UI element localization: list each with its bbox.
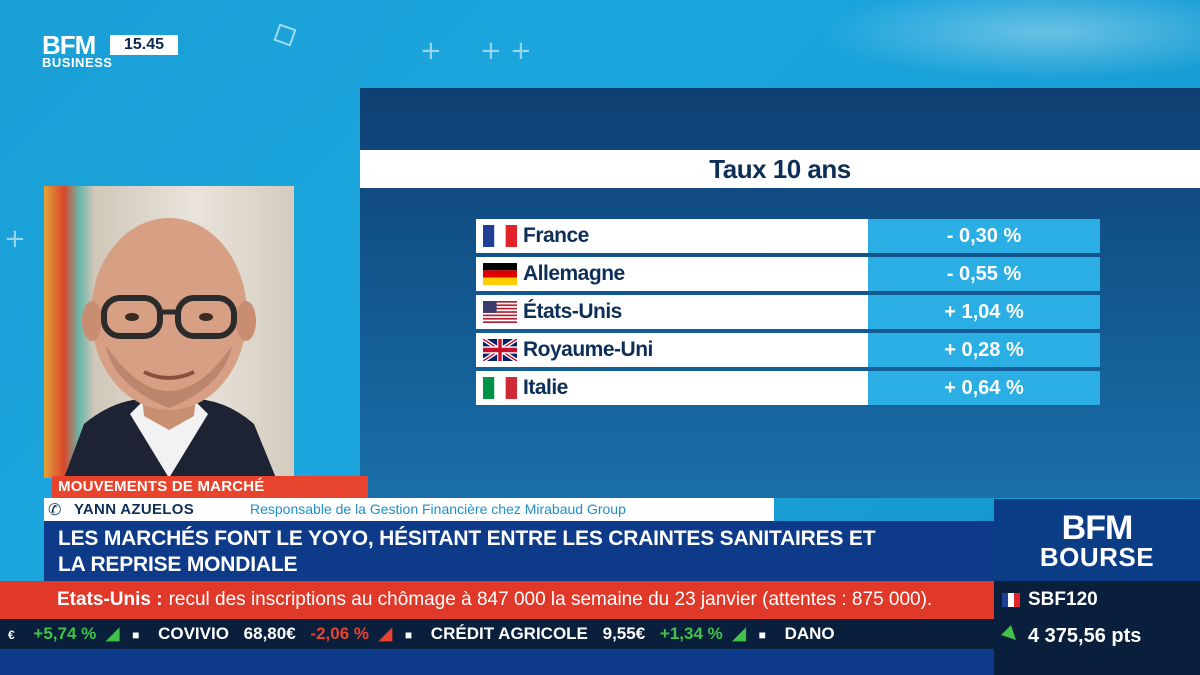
stock-change: +5,74 % <box>33 624 97 643</box>
plus-decoration: + <box>420 36 442 66</box>
stock-name: CRÉDIT AGRICOLE <box>430 624 588 643</box>
arrow-up-icon <box>1001 625 1021 645</box>
news-ticker-text: recul des inscriptions au chômage à 847 … <box>168 589 933 610</box>
rate-row-italie: Italie + 0,64 % <box>476 371 1100 405</box>
rate-country-cell: Allemagne <box>476 257 868 291</box>
world-map-decoration <box>820 0 1200 80</box>
guest-name: YANN AZUELOS <box>74 501 195 518</box>
news-ticker-key: Etats-Unis : <box>57 589 163 610</box>
plus-decoration: + <box>480 36 502 66</box>
phone-icon: ✆ <box>48 500 62 519</box>
guest-photo-illustration <box>64 218 276 478</box>
guest-portrait <box>44 186 294 478</box>
rates-panel-title: Taux 10 ans <box>709 154 851 184</box>
ticker-separator-icon: ■ <box>132 628 140 642</box>
ticker-separator-icon: ■ <box>404 628 413 642</box>
broadcast-clock: 15.45 <box>110 35 178 55</box>
index-value: 4 375,56 pts <box>1028 625 1142 647</box>
rate-country-cell: France <box>476 219 868 253</box>
rate-value: + 0,64 % <box>868 371 1100 405</box>
rate-value: - 0,30 % <box>868 219 1100 253</box>
rate-country-cell: Italie <box>476 371 868 405</box>
arrow-down-icon: ◢ <box>379 624 393 643</box>
plus-decoration: + <box>510 36 532 66</box>
rate-value: + 1,04 % <box>868 295 1100 329</box>
index-box: SBF120 4 375,56 pts <box>994 581 1200 675</box>
rate-value: - 0,55 % <box>868 257 1100 291</box>
headline-line-1: LES MARCHÉS FONT LE YOYO, HÉSITANT ENTRE… <box>58 527 876 550</box>
rate-country-name: France <box>523 224 589 247</box>
uk-flag-icon <box>483 339 517 361</box>
stock-name: COVIVIO <box>158 624 229 643</box>
arrow-up-icon: ◢ <box>732 624 746 643</box>
us-flag-icon <box>483 301 517 323</box>
headline: LES MARCHÉS FONT LE YOYO, HÉSITANT ENTRE… <box>44 521 994 581</box>
stock-price: 9,55€ <box>602 624 646 643</box>
rates-table: France - 0,30 % Allemagne - 0,55 % <box>476 219 1100 409</box>
rate-country-cell: États-Unis <box>476 295 868 329</box>
rate-country-name: Allemagne <box>523 262 625 285</box>
rate-row-allemagne: Allemagne - 0,55 % <box>476 257 1100 291</box>
rates-panel-header: Taux 10 ans <box>360 150 1200 188</box>
rate-row-france: France - 0,30 % <box>476 219 1100 253</box>
rate-row-etats-unis: États-Unis + 1,04 % <box>476 295 1100 329</box>
de-flag-icon <box>483 263 517 285</box>
news-ticker: Etats-Unis : recul des inscriptions au ch… <box>0 581 994 619</box>
ticker-separator-icon: ■ <box>758 628 766 642</box>
guest-name-bar: ✆ YANN AZUELOS Responsable de la Gestion… <box>44 498 774 521</box>
bfm-business-logo: BFM BUSINESS <box>42 30 113 70</box>
ticker-separator-icon: € <box>8 628 15 642</box>
it-flag-icon <box>483 377 517 399</box>
square-decoration <box>273 23 297 47</box>
guest-role: Responsable de la Gestion Financière che… <box>250 501 626 517</box>
plus-decoration: + <box>4 224 26 254</box>
bourse-logo-label: BOURSE <box>1039 542 1155 572</box>
rate-country-name: États-Unis <box>523 300 622 323</box>
rate-country-name: Italie <box>523 376 568 399</box>
stock-change: +1,34 % <box>659 624 723 643</box>
bourse-logo-top: BFM <box>1061 509 1134 547</box>
logo-bfm-text: BFM <box>42 30 96 60</box>
fr-flag-icon <box>483 225 517 247</box>
rate-country-name: Royaume-Uni <box>523 338 653 361</box>
bfm-bourse-logo: BFM BOURSE <box>994 499 1200 581</box>
stock-ticker: € +5,74 % ◢ ■ COVIVIO 68,80€ -2,06 % ◢ ■ C… <box>0 619 994 649</box>
rate-row-royaume-uni: Royaume-Uni + 0,28 % <box>476 333 1100 367</box>
index-name: SBF120 <box>1028 589 1098 610</box>
bottom-strip <box>0 649 994 675</box>
stock-name: DANO <box>784 624 835 643</box>
logo-business-text: BUSINESS <box>42 55 113 70</box>
fr-flag-icon <box>1002 593 1020 607</box>
headline-line-2: LA REPRISE MONDIALE <box>58 553 298 576</box>
rate-country-cell: Royaume-Uni <box>476 333 868 367</box>
rate-value: + 0,28 % <box>868 333 1100 367</box>
stock-price: 68,80€ <box>243 624 296 643</box>
arrow-up-icon: ◢ <box>106 624 120 643</box>
stock-change: -2,06 % <box>310 624 369 643</box>
segment-tag: MOUVEMENTS DE MARCHÉ <box>52 476 368 498</box>
